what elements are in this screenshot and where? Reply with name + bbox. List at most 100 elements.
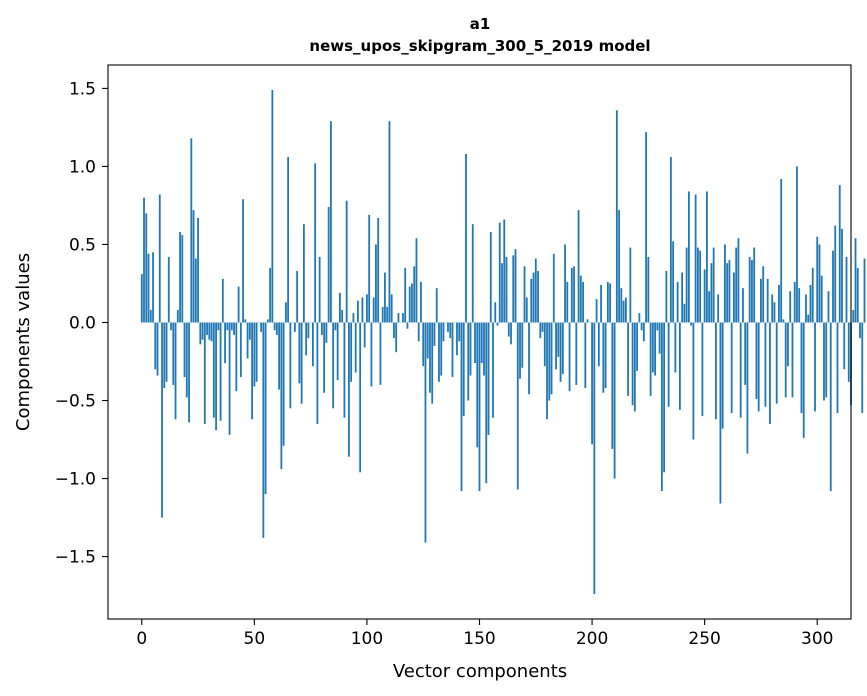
bar <box>201 322 204 340</box>
bar <box>480 322 483 364</box>
bar <box>438 322 440 382</box>
bar <box>206 322 208 335</box>
y-axis-ticks: −1.5 −1.0 −0.5 0.0 0.5 1.0 1.5 <box>55 79 108 568</box>
bar <box>521 322 524 368</box>
bar <box>483 322 485 376</box>
bar <box>460 322 463 492</box>
bar <box>735 247 738 323</box>
bar <box>802 322 805 438</box>
bar <box>314 163 317 323</box>
bar <box>541 322 544 332</box>
bar <box>800 322 803 413</box>
bar <box>167 256 170 323</box>
bar <box>519 322 521 379</box>
bar <box>501 263 503 323</box>
bar <box>273 322 276 331</box>
bar <box>687 191 690 323</box>
bar <box>442 322 445 342</box>
bar <box>557 322 560 357</box>
bar <box>318 256 321 323</box>
bar <box>751 260 753 323</box>
bar <box>237 286 240 323</box>
bar <box>843 322 846 370</box>
bar <box>724 244 726 323</box>
bar <box>217 322 220 331</box>
bar <box>147 253 150 323</box>
bar <box>534 258 537 323</box>
x-axis-ticks: 0 50 100 150 200 250 300 <box>136 619 833 649</box>
bar <box>690 322 693 326</box>
bar <box>359 322 362 473</box>
bar <box>293 322 296 332</box>
bar <box>305 322 308 356</box>
bar <box>773 302 776 323</box>
bar <box>764 322 767 407</box>
bar <box>854 238 857 323</box>
bar <box>771 294 774 323</box>
bar <box>350 322 353 382</box>
bar <box>728 260 731 323</box>
bar <box>224 322 226 364</box>
bar <box>510 322 512 345</box>
bar <box>341 310 344 323</box>
bar <box>787 322 789 367</box>
bar <box>408 286 411 323</box>
bar <box>561 322 564 374</box>
bar <box>440 322 443 376</box>
bar <box>530 278 533 323</box>
bar <box>685 247 688 323</box>
bar <box>550 322 553 395</box>
bar <box>706 191 708 323</box>
bar <box>183 322 186 378</box>
bar <box>778 285 780 323</box>
bar <box>161 322 163 518</box>
bar <box>395 322 398 353</box>
bar <box>823 322 825 401</box>
bar <box>647 256 650 323</box>
bar <box>282 322 285 446</box>
bar <box>397 313 400 323</box>
bar <box>618 210 620 323</box>
bar <box>377 217 380 323</box>
bar <box>158 194 161 323</box>
bar <box>302 224 305 323</box>
bar <box>766 278 769 323</box>
bar <box>631 322 634 406</box>
bar <box>485 322 488 484</box>
bar <box>633 322 636 412</box>
bar <box>847 322 850 382</box>
bar <box>476 322 479 448</box>
bar <box>516 322 519 490</box>
bar <box>208 322 211 340</box>
bar <box>185 322 188 398</box>
bar <box>361 297 364 323</box>
bar <box>622 300 625 323</box>
bar <box>755 322 758 399</box>
bar <box>271 89 274 323</box>
bar <box>825 322 828 398</box>
bar <box>586 319 589 323</box>
bar <box>266 319 269 323</box>
bar <box>760 278 762 323</box>
bar <box>566 281 569 323</box>
bar <box>660 322 663 492</box>
bar <box>474 322 476 364</box>
bar <box>264 322 267 495</box>
bar <box>366 294 368 323</box>
bar <box>386 306 389 323</box>
bar <box>701 322 704 417</box>
bar <box>604 322 607 389</box>
bar <box>816 236 819 323</box>
bar <box>546 322 548 420</box>
bar <box>539 322 542 339</box>
bar <box>739 322 742 418</box>
bar <box>413 266 416 323</box>
bar <box>829 322 832 492</box>
bar <box>487 322 490 435</box>
bar <box>420 281 422 323</box>
bar <box>548 322 551 401</box>
bar <box>298 322 301 384</box>
bar <box>354 322 357 373</box>
bar <box>762 266 765 323</box>
